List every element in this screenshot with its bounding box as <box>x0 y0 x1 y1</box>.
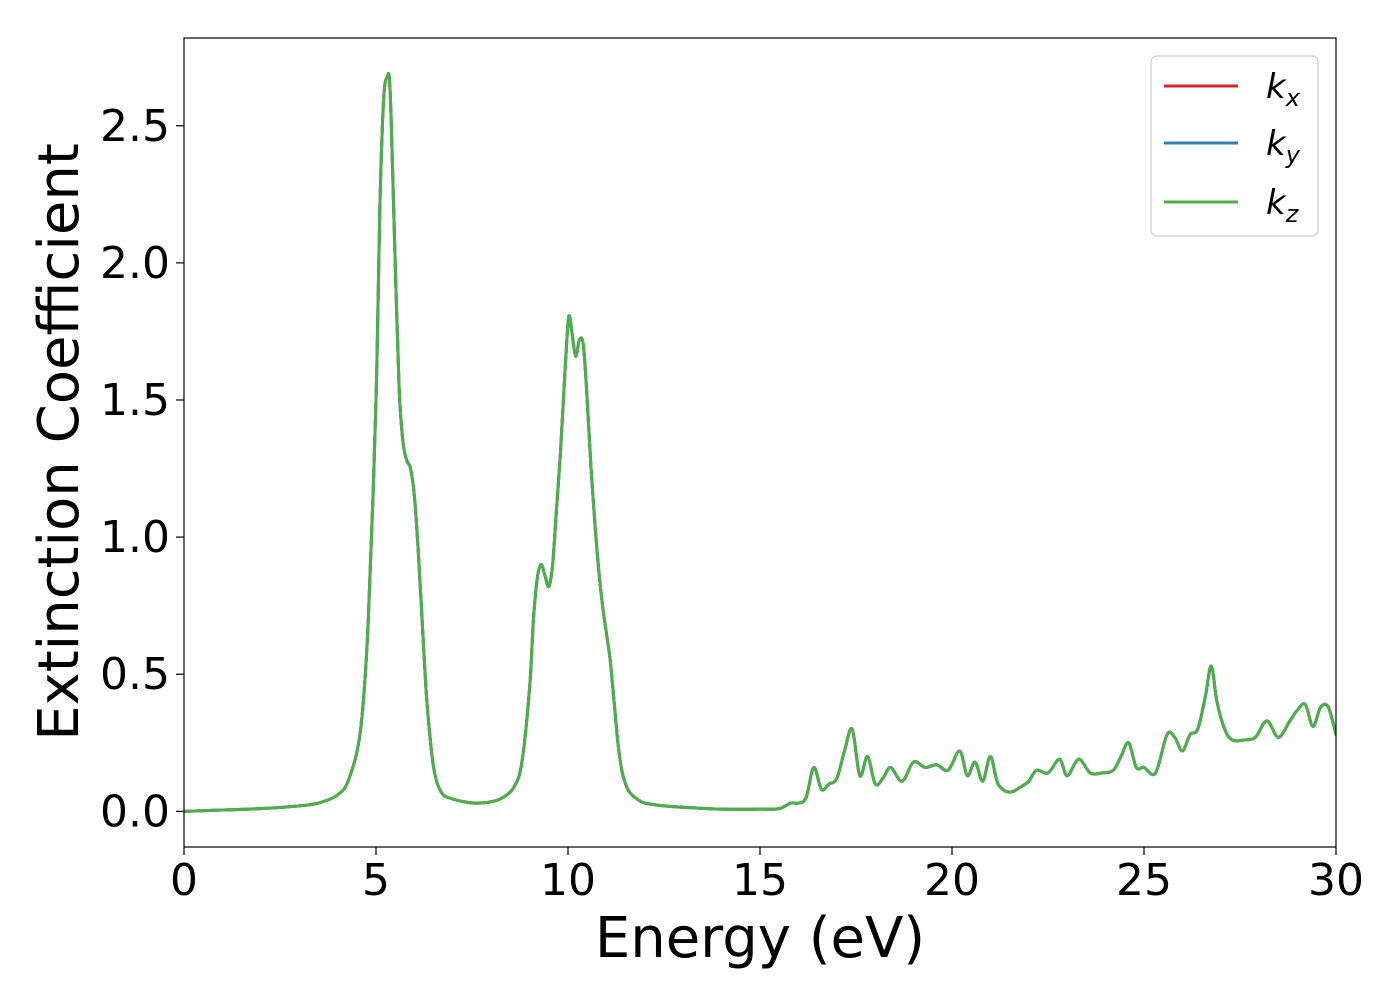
legend-label-kz: kz <box>1266 183 1300 228</box>
x-tick-label: 25 <box>1116 855 1172 906</box>
y-tick-label: 0.0 <box>100 786 170 837</box>
x-tick-label: 0 <box>170 855 198 906</box>
y-tick-label: 1.0 <box>100 512 170 563</box>
legend-label-subscript: x <box>1285 84 1301 112</box>
y-tick-label: 2.5 <box>100 101 170 152</box>
legend-label-base: k <box>1266 67 1287 107</box>
x-axis-title: Energy (eV) <box>595 906 925 971</box>
legend-label-subscript: z <box>1285 200 1300 228</box>
y-axis: 0.0 0.5 1.0 1.5 2.0 2.5 <box>100 101 184 837</box>
y-tick-label: 2.0 <box>100 238 170 289</box>
y-axis-title: Extinction Coefficient <box>27 143 92 741</box>
y-tick-label: 1.5 <box>100 375 170 426</box>
x-tick-label: 20 <box>924 855 980 906</box>
x-tick-label: 30 <box>1308 855 1364 906</box>
series-line-kz <box>184 71 1336 813</box>
series-layer <box>184 71 1336 813</box>
legend-label-ky: ky <box>1266 124 1301 169</box>
x-tick-label: 15 <box>732 855 788 906</box>
legend-label-subscript: y <box>1285 141 1301 169</box>
legend-box <box>1150 55 1319 237</box>
legend-label-kx: kx <box>1266 67 1301 112</box>
x-tick-label: 5 <box>362 855 390 906</box>
legend-label-base: k <box>1266 183 1287 223</box>
legend-label-base: k <box>1266 124 1287 164</box>
y-tick-label: 0.5 <box>100 649 170 700</box>
x-tick-label: 10 <box>540 855 596 906</box>
x-axis: 0 5 10 15 20 25 30 <box>170 847 1364 906</box>
